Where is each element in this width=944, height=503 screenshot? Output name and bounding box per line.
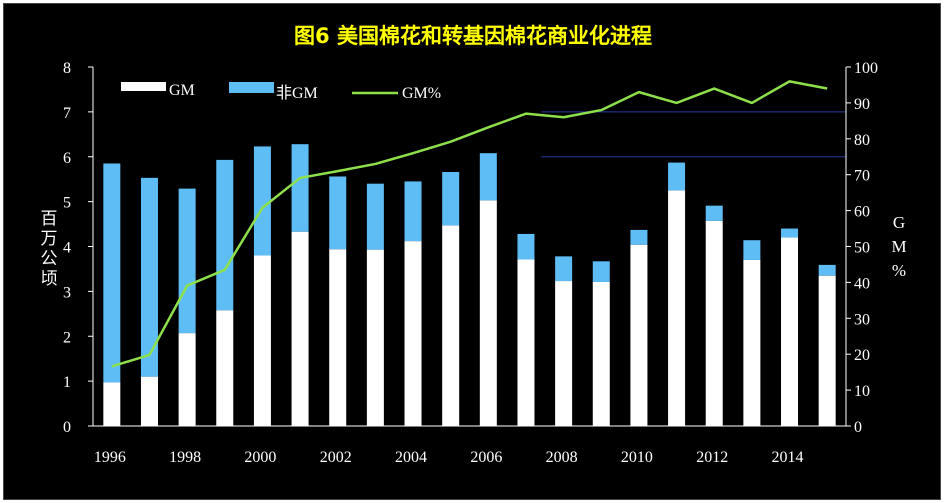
bar-non-gm bbox=[140, 177, 158, 377]
y2-tick-label: 40 bbox=[854, 275, 870, 292]
bar-gm bbox=[442, 225, 460, 426]
y-axis-label-char: 顷 bbox=[41, 269, 58, 289]
legend: GM 非GM GM% bbox=[121, 82, 441, 102]
y2-tick-label: 70 bbox=[854, 168, 870, 185]
bar-gm bbox=[366, 249, 384, 426]
bar-gm bbox=[140, 376, 158, 426]
bar-gm bbox=[253, 255, 271, 426]
legend-label-gmpct: GM% bbox=[402, 85, 441, 102]
bar-non-gm bbox=[253, 146, 271, 256]
bar-gm bbox=[103, 382, 121, 426]
y2-axis-label-char: % bbox=[892, 261, 906, 280]
y-tick-label: 6 bbox=[63, 150, 71, 167]
bar-gm bbox=[291, 231, 309, 426]
bar-non-gm bbox=[668, 162, 686, 191]
x-tick-label: 2000 bbox=[244, 449, 276, 466]
x-tick-label: 2012 bbox=[696, 449, 728, 466]
bar-non-gm bbox=[216, 159, 234, 311]
bar-gm bbox=[705, 220, 723, 426]
y2-axis-label: G M% bbox=[891, 213, 906, 280]
y-axis-label-char: 万 bbox=[41, 229, 58, 249]
bar-non-gm bbox=[818, 264, 836, 276]
bar-gm bbox=[818, 275, 836, 426]
legend-label-nongm: 非GM bbox=[276, 84, 318, 102]
bar-non-gm bbox=[366, 183, 384, 250]
bar-non-gm bbox=[442, 172, 460, 226]
y-axis-label-char: 公 bbox=[41, 249, 58, 269]
y-tick-label: 4 bbox=[63, 240, 71, 257]
gm-percent-line bbox=[111, 80, 828, 368]
y2-axis-label-char: G bbox=[893, 213, 905, 232]
x-tick-label: 2010 bbox=[621, 449, 653, 466]
legend-label-gm: GM bbox=[169, 82, 195, 99]
x-tick-label: 2014 bbox=[772, 449, 804, 466]
x-tick-label: 1996 bbox=[94, 449, 126, 466]
x-tick-label: 2004 bbox=[395, 449, 427, 466]
bar-gm bbox=[630, 244, 648, 426]
y2-tick-label: 0 bbox=[854, 419, 862, 436]
bar-non-gm bbox=[705, 205, 723, 221]
bar-non-gm bbox=[479, 153, 497, 201]
bar-non-gm bbox=[178, 188, 196, 334]
chart-title: 图6 美国棉花和转基因棉花商业化进程 bbox=[294, 24, 652, 48]
x-tick-label: 2008 bbox=[546, 449, 578, 466]
legend-swatch-nongm bbox=[229, 82, 274, 93]
y2-tick-label: 20 bbox=[854, 347, 870, 364]
bar-gm bbox=[781, 237, 799, 426]
bar-non-gm bbox=[743, 240, 761, 260]
bar-non-gm bbox=[592, 261, 610, 282]
bar-gm bbox=[404, 241, 422, 426]
bar-gm bbox=[178, 333, 196, 426]
bar-gm bbox=[479, 200, 497, 426]
bar-gm bbox=[216, 310, 234, 426]
bar-non-gm bbox=[555, 256, 573, 282]
y-tick-label: 2 bbox=[63, 329, 71, 346]
bar-non-gm bbox=[103, 163, 121, 383]
x-tick-label: 2002 bbox=[320, 449, 352, 466]
legend-swatch-gm bbox=[121, 82, 166, 91]
y-axis-label: 百万公顷 bbox=[41, 209, 58, 289]
y2-tick-label: 30 bbox=[854, 311, 870, 328]
y2-tick-label: 60 bbox=[854, 204, 870, 221]
bar-non-gm bbox=[404, 181, 422, 242]
y-tick-label: 7 bbox=[63, 105, 71, 122]
y2-tick-label: 100 bbox=[854, 60, 878, 77]
y-axis-label-char: 百 bbox=[41, 209, 58, 229]
y2-tick-label: 80 bbox=[854, 132, 870, 149]
y2-tick-label: 90 bbox=[854, 96, 870, 113]
y2-tick-label: 50 bbox=[854, 240, 870, 257]
chart: 图6 美国棉花和转基因棉花商业化进程 GM 非GM GM% 0123456780… bbox=[41, 24, 907, 466]
x-tick-label: 1998 bbox=[169, 449, 201, 466]
bar-non-gm bbox=[630, 229, 648, 245]
bar-gm bbox=[743, 259, 761, 426]
x-tick-label: 2006 bbox=[470, 449, 502, 466]
bar-non-gm bbox=[329, 176, 347, 250]
y2-tick-label: 10 bbox=[854, 383, 870, 400]
bar-gm bbox=[517, 259, 535, 426]
bar-non-gm bbox=[517, 233, 535, 260]
bar-gm bbox=[592, 281, 610, 426]
y-tick-label: 5 bbox=[63, 195, 71, 212]
y2-axis-label-char: M bbox=[891, 237, 906, 256]
bar-gm bbox=[555, 281, 573, 426]
bar-gm bbox=[668, 190, 686, 426]
y-tick-label: 8 bbox=[63, 60, 71, 77]
y-tick-label: 0 bbox=[63, 419, 71, 436]
bar-non-gm bbox=[291, 144, 309, 232]
y-tick-label: 3 bbox=[63, 284, 71, 301]
bar-gm bbox=[329, 249, 347, 426]
y-tick-label: 1 bbox=[63, 374, 71, 391]
bar-non-gm bbox=[781, 228, 799, 238]
